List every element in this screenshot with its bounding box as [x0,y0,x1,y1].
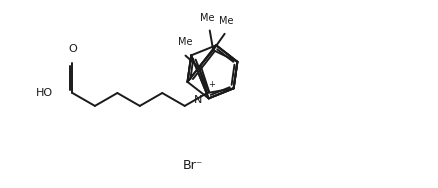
Text: N: N [194,95,202,105]
Text: Me: Me [219,16,234,26]
Text: Br⁻: Br⁻ [183,159,203,172]
Text: Me: Me [201,13,215,23]
Text: Me: Me [178,37,193,47]
Text: HO: HO [35,88,53,98]
Text: +: + [208,80,215,89]
Text: O: O [68,44,77,54]
